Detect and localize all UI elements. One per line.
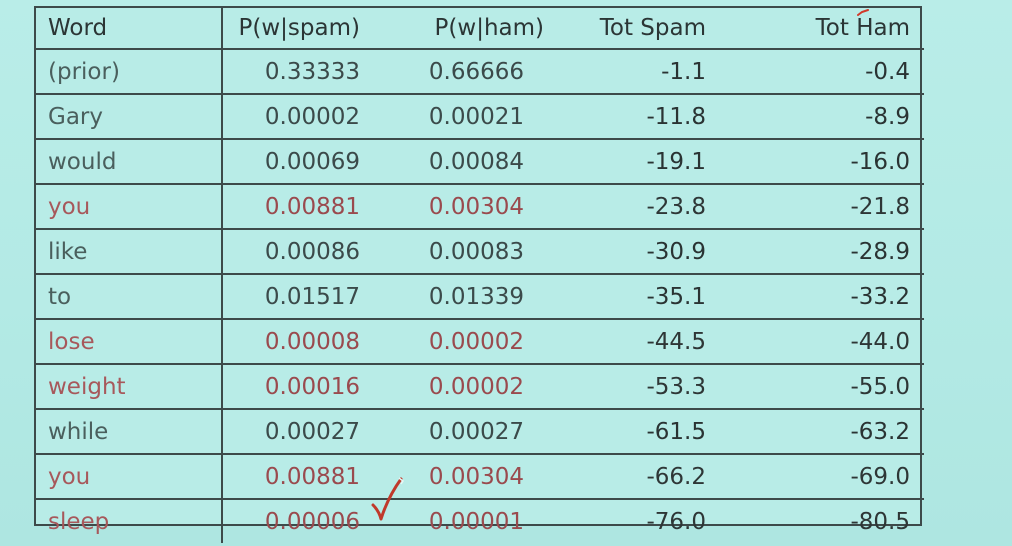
- tot-spam-cell: -61.5: [572, 409, 742, 455]
- word-cell: you: [36, 184, 223, 230]
- p-spam-cell: 0.00006: [264, 508, 360, 535]
- p-spam-cell: 0.01517: [222, 274, 382, 320]
- table-row: lose 0.00008 0.00002 -44.5 -44.0: [36, 319, 924, 365]
- word-cell: weight: [36, 364, 223, 410]
- tot-spam-cell: -76.0: [646, 508, 706, 535]
- table-row: you 0.00881 0.00304 -66.2 -69.0: [36, 454, 924, 500]
- word-cell: while: [36, 409, 223, 455]
- tot-ham-cell: -63.2: [742, 409, 924, 455]
- tot-spam-cell: -1.1: [572, 49, 742, 95]
- word-cell: sleep: [36, 499, 223, 543]
- table-header-row: Word P(w|spam) P(w|ham) Tot Spam Tot Ham: [36, 8, 924, 50]
- p-ham-cell: 0.00027: [382, 409, 572, 455]
- tot-spam-cell: -19.1: [572, 139, 742, 185]
- p-spam-cell: 0.00881: [222, 454, 382, 500]
- tot-ham-cell: -80.5: [850, 508, 910, 535]
- tot-ham-cell: -0.4: [742, 49, 924, 95]
- table-row: would 0.00069 0.00084 -19.1 -16.0: [36, 139, 924, 185]
- p-spam-cell: 0.00016: [222, 364, 382, 410]
- p-ham-cell: 0.00304: [382, 454, 572, 500]
- header-word: Word: [36, 8, 223, 50]
- tot-ham-cell: -33.2: [742, 274, 924, 320]
- p-ham-cell: 0.00002: [382, 319, 572, 365]
- table-row: to 0.01517 0.01339 -35.1 -33.2: [36, 274, 924, 320]
- tot-spam-cell: -35.1: [572, 274, 742, 320]
- tot-spam-cell: -30.9: [572, 229, 742, 275]
- table-row: while 0.00027 0.00027 -61.5 -63.2: [36, 409, 924, 455]
- table-row: (prior) 0.33333 0.66666 -1.1 -0.4: [36, 49, 924, 95]
- tot-spam-cell: -23.8: [572, 184, 742, 230]
- p-ham-cell: 0.66666: [382, 49, 572, 95]
- header-tot-ham: Tot Ham: [742, 8, 924, 50]
- p-ham-cell: 0.00001: [428, 508, 524, 535]
- table-row: you 0.00881 0.00304 -23.8 -21.8: [36, 184, 924, 230]
- p-spam-cell: 0.00008: [222, 319, 382, 365]
- header-tot-spam: Tot Spam: [572, 8, 742, 50]
- p-ham-cell: 0.00021: [382, 94, 572, 140]
- naive-bayes-table: Word P(w|spam) P(w|ham) Tot Spam Tot Ham…: [34, 6, 924, 543]
- p-ham-cell: 0.00002: [382, 364, 572, 410]
- word-cell: would: [36, 139, 223, 185]
- word-cell: Gary: [36, 94, 223, 140]
- p-ham-cell: 0.00083: [382, 229, 572, 275]
- p-ham-cell: 0.00304: [382, 184, 572, 230]
- probability-table: Word P(w|spam) P(w|ham) Tot Spam Tot Ham…: [36, 8, 924, 543]
- p-spam-cell: 0.00881: [222, 184, 382, 230]
- p-spam-cell: 0.33333: [222, 49, 382, 95]
- tot-ham-cell: -44.0: [742, 319, 924, 365]
- p-spam-cell: 0.00002: [222, 94, 382, 140]
- header-p-ham: P(w|ham): [382, 8, 572, 50]
- tot-ham-cell: -55.0: [742, 364, 924, 410]
- tot-ham-cell: -8.9: [742, 94, 924, 140]
- table-row: sleep 0.00006 0.00001 -76.0 -80.5: [36, 499, 924, 543]
- p-spam-cell: 0.00086: [222, 229, 382, 275]
- tot-spam-cell: -11.8: [572, 94, 742, 140]
- tot-ham-cell: -21.8: [742, 184, 924, 230]
- p-ham-cell: 0.00084: [382, 139, 572, 185]
- word-cell: like: [36, 229, 223, 275]
- tot-spam-cell: -44.5: [572, 319, 742, 365]
- table-row: weight 0.00016 0.00002 -53.3 -55.0: [36, 364, 924, 410]
- word-cell: to: [36, 274, 223, 320]
- tot-ham-cell: -28.9: [742, 229, 924, 275]
- header-p-spam: P(w|spam): [222, 8, 382, 50]
- tot-ham-cell: -69.0: [742, 454, 924, 500]
- p-spam-cell: 0.00069: [222, 139, 382, 185]
- tot-spam-cell: -53.3: [572, 364, 742, 410]
- table-row: Gary 0.00002 0.00021 -11.8 -8.9: [36, 94, 924, 140]
- word-cell: lose: [36, 319, 223, 365]
- word-cell: (prior): [36, 49, 223, 95]
- table-body: (prior) 0.33333 0.66666 -1.1 -0.4 Gary 0.00002…: [36, 49, 924, 543]
- p-spam-cell: 0.00027: [222, 409, 382, 455]
- tot-ham-cell: -16.0: [742, 139, 924, 185]
- word-cell: you: [36, 454, 223, 500]
- table-row: like 0.00086 0.00083 -30.9 -28.9: [36, 229, 924, 275]
- tot-spam-cell: -66.2: [572, 454, 742, 500]
- p-ham-cell: 0.01339: [382, 274, 572, 320]
